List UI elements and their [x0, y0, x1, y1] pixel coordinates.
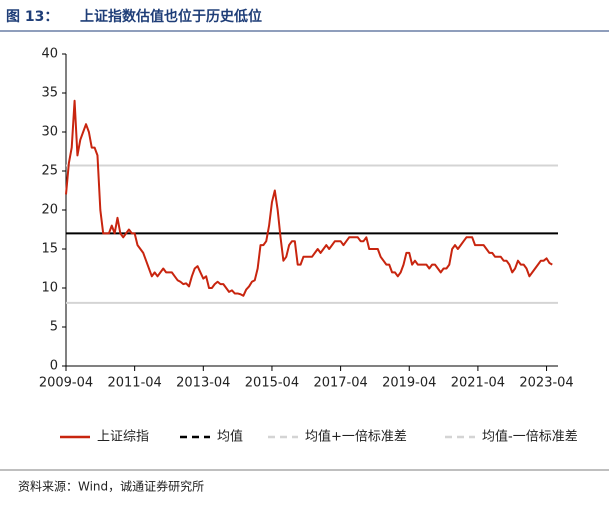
- x-tick-label: 2011-04: [107, 376, 161, 391]
- y-tick-label: 10: [41, 281, 58, 296]
- x-tick-label: 2009-04: [39, 376, 93, 391]
- y-tick-label: 35: [41, 86, 58, 101]
- x-tick-label: 2019-04: [382, 376, 436, 391]
- y-tick-label: 25: [41, 164, 58, 179]
- y-tick-label: 40: [41, 47, 58, 62]
- x-tick-label: 2017-04: [313, 376, 367, 391]
- series-line: [65, 99, 553, 297]
- y-tick-label: 5: [50, 320, 58, 335]
- legend-label: 均值-一倍标准差: [482, 429, 578, 445]
- y-tick-label: 15: [41, 242, 58, 257]
- legend-label: 均值: [217, 429, 243, 445]
- x-tick-label: 2021-04: [451, 376, 505, 391]
- source: 资料来源：Wind，诚通证券研究所: [18, 479, 204, 494]
- legend-label: 均值+一倍标准差: [305, 429, 407, 445]
- y-tick-label: 30: [41, 125, 58, 140]
- legend-label: 上证综指: [97, 430, 149, 445]
- x-tick-label: 2023-04: [519, 376, 573, 391]
- y-tick-label: 0: [50, 359, 58, 374]
- figure-label: 图 13：: [6, 9, 58, 25]
- y-tick-label: 20: [41, 203, 58, 218]
- chart-title: 上证指数估值也位于历史低位: [80, 8, 262, 25]
- x-tick-label: 2015-04: [245, 376, 299, 391]
- x-tick-label: 2013-04: [176, 376, 230, 391]
